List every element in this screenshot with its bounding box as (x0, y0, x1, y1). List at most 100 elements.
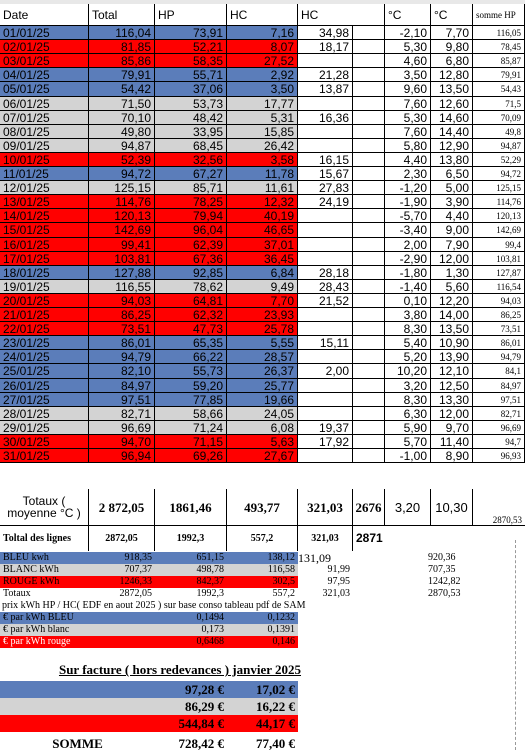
row-hc[interactable]: 27,67 (227, 449, 298, 463)
row-tmax[interactable]: 12,10 (431, 364, 473, 379)
row-tmin[interactable]: 4,60 (385, 54, 431, 68)
row-tmin[interactable]: -1,20 (385, 181, 431, 195)
row-extra[interactable] (353, 393, 385, 407)
row-tmin[interactable]: 10,20 (385, 364, 431, 379)
row-date[interactable]: 31/01/25 (0, 449, 89, 463)
row-somme[interactable]: 96,69 (473, 421, 525, 435)
kwh-hp[interactable]: 651,15 (196, 552, 225, 563)
row-hc2[interactable]: 15,67 (298, 167, 353, 181)
row-date[interactable]: 21/01/25 (0, 308, 89, 322)
row-total[interactable]: 84,97 (89, 379, 155, 393)
row-extra[interactable] (353, 280, 385, 294)
kwh-hc2[interactable]: 91,99 (298, 564, 353, 576)
row-somme[interactable]: 86,25 (473, 308, 525, 322)
row-hc[interactable]: 6,08 (227, 421, 298, 435)
row-hc2[interactable]: 16,15 (298, 153, 353, 167)
row-total[interactable]: 96,94 (89, 449, 155, 463)
row-somme[interactable]: 84,97 (473, 379, 525, 393)
row-hc[interactable]: 7,16 (227, 26, 298, 40)
row-date[interactable]: 13/01/25 (0, 195, 89, 209)
row-hp[interactable]: 85,71 (155, 181, 227, 195)
row-hp[interactable]: 68,45 (155, 139, 227, 153)
row-somme[interactable]: 94,03 (473, 294, 525, 308)
row-extra[interactable] (353, 407, 385, 421)
row-tmax[interactable]: 13,80 (431, 153, 473, 167)
row-tmin[interactable]: 7,60 (385, 97, 431, 111)
row-hc[interactable]: 40,19 (227, 209, 298, 223)
totals-tmin[interactable]: 3,20 (385, 489, 431, 526)
row-total[interactable]: 54,42 (89, 82, 155, 97)
row-date[interactable]: 14/01/25 (0, 209, 89, 223)
row-extra[interactable] (353, 139, 385, 153)
row-extra[interactable] (353, 294, 385, 308)
row-hc[interactable]: 3,50 (227, 82, 298, 97)
row-total[interactable]: 116,04 (89, 26, 155, 40)
row-hc[interactable]: 36,45 (227, 252, 298, 266)
row-date[interactable]: 22/01/25 (0, 322, 89, 336)
row-tmax[interactable]: 10,90 (431, 336, 473, 350)
row-hc2[interactable]: 24,19 (298, 195, 353, 209)
row-date[interactable]: 08/01/25 (0, 125, 89, 139)
row-hc2[interactable]: 19,37 (298, 421, 353, 435)
row-tmax[interactable]: 12,20 (431, 294, 473, 308)
row-date[interactable]: 16/01/25 (0, 238, 89, 252)
kwh-total[interactable]: 707,37 (124, 564, 153, 575)
row-total[interactable]: 82,71 (89, 407, 155, 421)
row-hc2[interactable] (298, 223, 353, 238)
toltal-extra[interactable]: 2871 (353, 526, 393, 551)
row-total[interactable]: 127,88 (89, 266, 155, 280)
row-hc2[interactable] (298, 379, 353, 393)
row-hc2[interactable] (298, 54, 353, 68)
row-tmax[interactable]: 9,70 (431, 421, 473, 435)
kwh-hp[interactable]: 1992,3 (196, 588, 225, 599)
row-date[interactable]: 26/01/25 (0, 379, 89, 393)
header-hp[interactable]: HP (155, 4, 227, 26)
row-hc[interactable]: 37,01 (227, 238, 298, 252)
price-label[interactable]: € par kWh blanc (3, 624, 70, 635)
row-hp[interactable]: 96,04 (155, 223, 227, 238)
row-hc2[interactable] (298, 350, 353, 364)
row-somme[interactable]: 125,15 (473, 181, 525, 195)
row-extra[interactable] (353, 421, 385, 435)
row-hc[interactable]: 5,55 (227, 336, 298, 350)
totals-hp[interactable]: 1861,46 (155, 489, 227, 526)
row-date[interactable]: 24/01/25 (0, 350, 89, 364)
row-date[interactable]: 11/01/25 (0, 167, 89, 181)
row-extra[interactable] (353, 54, 385, 68)
row-tmax[interactable]: 9,80 (431, 40, 473, 54)
row-date[interactable]: 07/01/25 (0, 111, 89, 125)
row-tmin[interactable]: -5,70 (385, 209, 431, 223)
row-hp[interactable]: 48,42 (155, 111, 227, 125)
row-tmax[interactable]: 6,50 (431, 167, 473, 181)
row-hp[interactable]: 53,73 (155, 97, 227, 111)
row-total[interactable]: 86,25 (89, 308, 155, 322)
kwh-total[interactable]: 1246,33 (119, 576, 153, 587)
row-hc2[interactable]: 17,92 (298, 435, 353, 449)
row-date[interactable]: 15/01/25 (0, 223, 89, 238)
row-hp[interactable]: 52,21 (155, 40, 227, 54)
kwh-hc[interactable]: 138,12 (267, 552, 296, 563)
row-hp[interactable]: 58,35 (155, 54, 227, 68)
row-somme[interactable]: 116,05 (473, 26, 525, 40)
row-tmin[interactable]: 6,30 (385, 407, 431, 421)
row-tmin[interactable]: 9,60 (385, 82, 431, 97)
row-total[interactable]: 96,69 (89, 421, 155, 435)
row-hc2[interactable]: 18,17 (298, 40, 353, 54)
row-total[interactable]: 70,10 (89, 111, 155, 125)
row-date[interactable]: 18/01/25 (0, 266, 89, 280)
row-hc[interactable]: 15,85 (227, 125, 298, 139)
header-somme[interactable]: somme HP (473, 4, 525, 26)
row-hc[interactable]: 3,58 (227, 153, 298, 167)
row-hc2[interactable] (298, 97, 353, 111)
row-somme[interactable]: 99,4 (473, 238, 525, 252)
row-tmax[interactable]: 6,80 (431, 54, 473, 68)
row-hp[interactable]: 92,85 (155, 266, 227, 280)
row-somme[interactable]: 97,51 (473, 393, 525, 407)
row-hc[interactable]: 11,61 (227, 181, 298, 195)
row-total[interactable]: 71,50 (89, 97, 155, 111)
header-tmin[interactable]: °C (385, 4, 431, 26)
row-total[interactable]: 79,91 (89, 68, 155, 82)
row-somme[interactable]: 96,93 (473, 449, 525, 463)
row-extra[interactable] (353, 97, 385, 111)
row-hp[interactable]: 71,24 (155, 421, 227, 435)
